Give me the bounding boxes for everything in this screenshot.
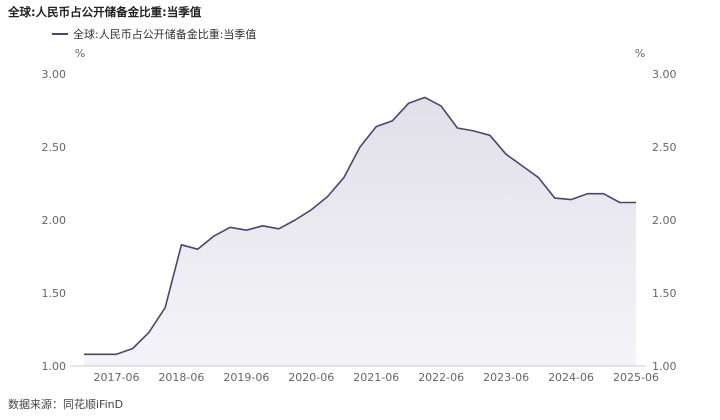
y-tick-label-left: 2.00 [42, 214, 67, 227]
data-source: 数据来源：同花顺iFinD [8, 398, 124, 411]
x-tick-label: 2025-06 [613, 371, 659, 384]
y-tick-label-left: 1.00 [42, 360, 67, 373]
y-tick-label-left: 3.00 [42, 68, 67, 81]
x-tick-label: 2020-06 [288, 371, 334, 384]
y-tick-label-right: 3.00 [652, 68, 677, 81]
legend[interactable]: 全球:人民币占公开储备金比重:当季值 [52, 26, 256, 42]
x-tick-label: 2017-06 [93, 371, 139, 384]
y-tick-label-left: 1.50 [42, 287, 67, 300]
legend-line-swatch [52, 33, 68, 35]
y-axis-right: 1.00 1.50 2.00 2.50 3.00 [652, 68, 677, 373]
x-tick-label: 2021-06 [353, 371, 399, 384]
x-tick-label: 2018-06 [158, 371, 204, 384]
y-tick-label-left: 2.50 [42, 141, 67, 154]
x-tick-label: 2023-06 [483, 371, 529, 384]
y-tick-label-right: 2.50 [652, 141, 677, 154]
series-line [84, 96, 636, 356]
legend-label: 全球:人民币占公开储备金比重:当季值 [73, 28, 257, 41]
x-axis: 2017-06 2018-06 2019-06 2020-06 2021-06 2022-… [93, 371, 658, 384]
x-tick-label: 2024-06 [548, 371, 594, 384]
chart-title: 全球:人民币占公开储备金比重:当季值 [8, 5, 202, 19]
y-tick-label-right: 1.00 [652, 360, 677, 373]
y-axis-left: 1.00 1.50 2.00 2.50 3.00 [42, 68, 67, 373]
x-tick-label: 2022-06 [418, 371, 464, 384]
y-unit-right: % [635, 47, 645, 60]
y-unit-left: % [75, 47, 85, 60]
series-area [84, 97, 636, 367]
y-tick-label-right: 1.50 [652, 287, 677, 300]
y-tick-label-right: 2.00 [652, 214, 677, 227]
x-tick-label: 2019-06 [223, 371, 269, 384]
